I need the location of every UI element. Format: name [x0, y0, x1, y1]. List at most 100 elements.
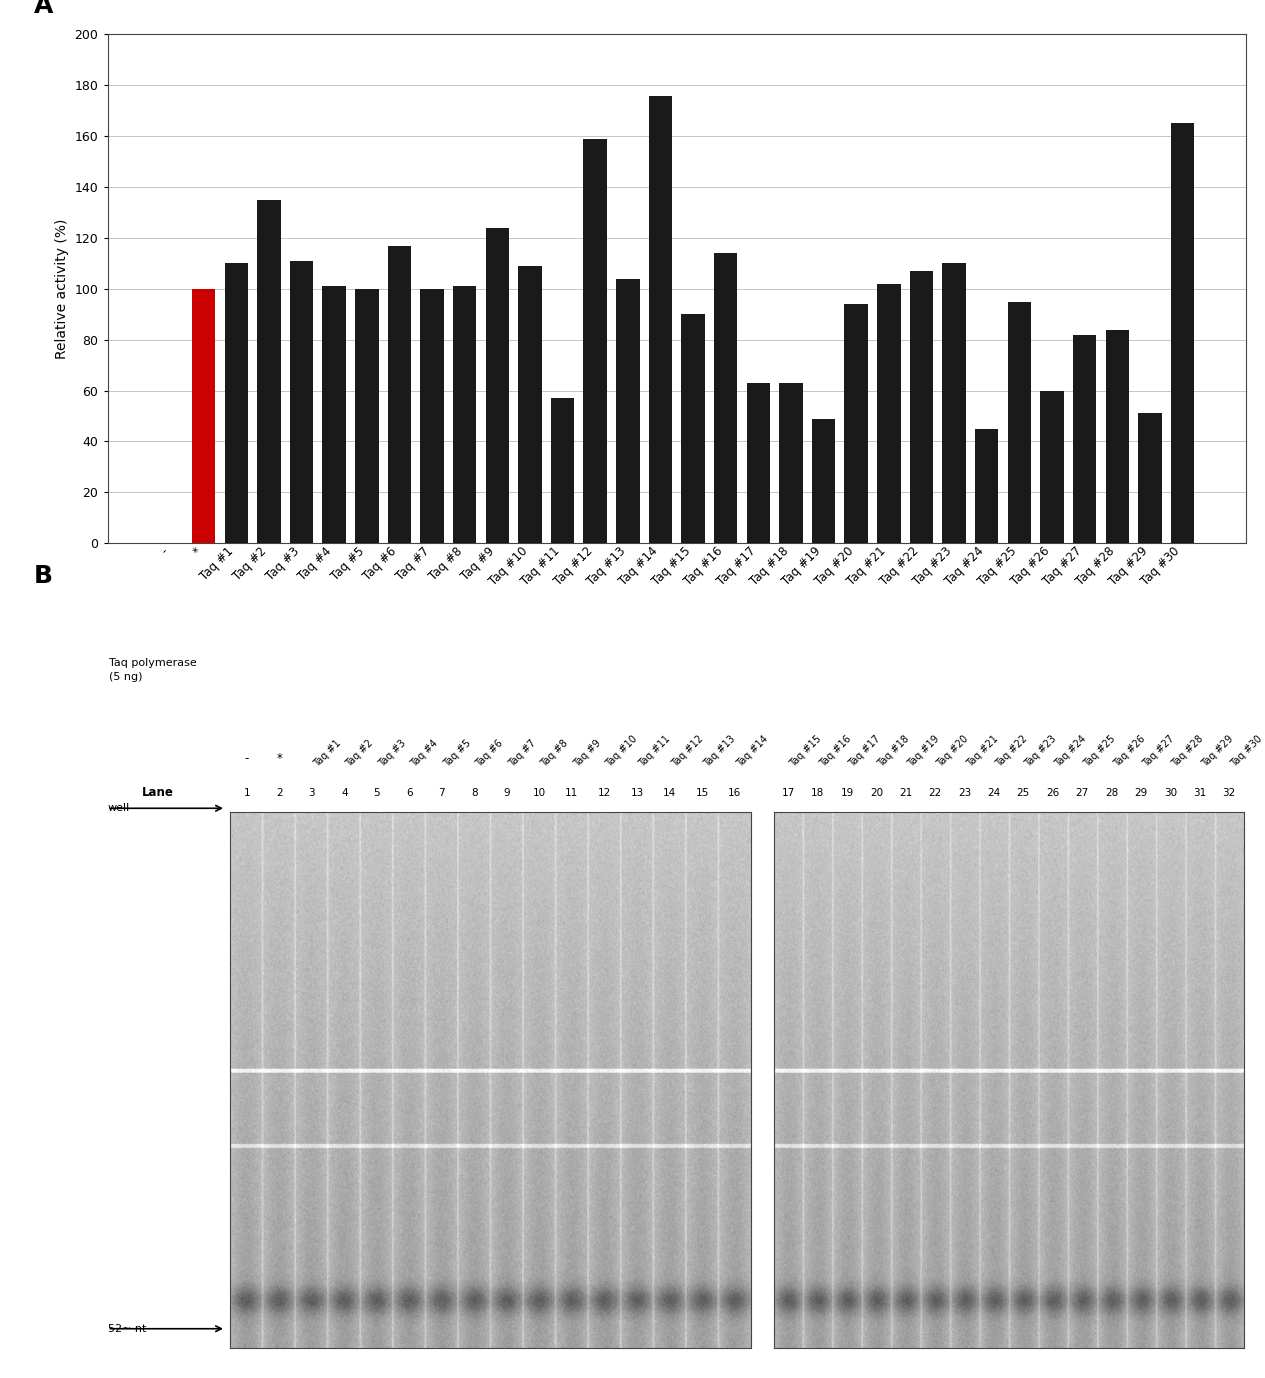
- Text: 30: 30: [1164, 787, 1176, 798]
- Text: 20: 20: [870, 787, 883, 798]
- Text: Taq #2: Taq #2: [344, 737, 376, 769]
- Bar: [649, 95, 672, 543]
- Text: 7: 7: [439, 787, 445, 798]
- Text: Lane: Lane: [142, 785, 173, 799]
- Text: Taq #21: Taq #21: [965, 733, 999, 769]
- Bar: [1171, 124, 1194, 543]
- Text: 22: 22: [929, 787, 942, 798]
- Text: 27: 27: [1075, 787, 1089, 798]
- Bar: [290, 260, 314, 543]
- Text: 4: 4: [342, 787, 348, 798]
- Text: 19: 19: [840, 787, 854, 798]
- Text: Taq #8: Taq #8: [539, 737, 571, 769]
- Y-axis label: Relative activity (%): Relative activity (%): [56, 219, 70, 360]
- Text: Taq #15: Taq #15: [788, 733, 824, 769]
- Text: Taq #3: Taq #3: [377, 737, 407, 769]
- Text: 6: 6: [406, 787, 412, 798]
- Text: 31: 31: [1193, 787, 1207, 798]
- Text: Taq #11: Taq #11: [638, 733, 672, 769]
- Text: 32: 32: [1222, 787, 1236, 798]
- Text: B: B: [34, 564, 53, 588]
- Text: well: well: [108, 803, 130, 813]
- Text: Taq #26: Taq #26: [1112, 733, 1147, 769]
- Text: 26: 26: [1046, 787, 1059, 798]
- Text: Taq #25: Taq #25: [1082, 733, 1117, 769]
- Text: 23: 23: [958, 787, 972, 798]
- Text: Taq #6: Taq #6: [474, 737, 505, 769]
- Text: 15: 15: [696, 787, 708, 798]
- Bar: [1106, 329, 1130, 543]
- Bar: [224, 263, 248, 543]
- Text: Taq #18: Taq #18: [877, 733, 912, 769]
- Text: Taq #7: Taq #7: [507, 737, 538, 769]
- Text: 11: 11: [565, 787, 578, 798]
- Bar: [910, 271, 934, 543]
- Text: 8: 8: [471, 787, 478, 798]
- Bar: [355, 289, 378, 543]
- Text: Taq #22: Taq #22: [994, 733, 1030, 769]
- Text: Taq #1: Taq #1: [311, 737, 343, 769]
- Text: 17: 17: [782, 787, 794, 798]
- Bar: [812, 419, 835, 543]
- Text: 3: 3: [309, 787, 315, 798]
- Text: Taq #24: Taq #24: [1052, 733, 1088, 769]
- Text: Taq #14: Taq #14: [735, 733, 770, 769]
- Text: Taq #9: Taq #9: [572, 737, 603, 769]
- Text: 2: 2: [276, 787, 282, 798]
- Text: 52~ nt: 52~ nt: [108, 1324, 145, 1334]
- Bar: [682, 314, 705, 543]
- Bar: [387, 245, 411, 543]
- Text: 10: 10: [533, 787, 546, 798]
- Text: 9: 9: [503, 787, 510, 798]
- Text: 24: 24: [987, 787, 1001, 798]
- Bar: [1138, 413, 1161, 543]
- Text: Taq #23: Taq #23: [1023, 733, 1059, 769]
- Text: -: -: [244, 752, 249, 765]
- Bar: [257, 200, 281, 543]
- Text: 18: 18: [811, 787, 825, 798]
- Bar: [746, 383, 770, 543]
- Text: 1: 1: [243, 787, 250, 798]
- Text: Taq #10: Taq #10: [605, 733, 640, 769]
- Bar: [323, 287, 345, 543]
- Text: Taq #30: Taq #30: [1230, 733, 1264, 769]
- Bar: [550, 398, 574, 543]
- Text: 5: 5: [373, 787, 379, 798]
- Bar: [583, 139, 607, 543]
- Text: A: A: [34, 0, 53, 18]
- Text: Taq polymerase
(5 ng): Taq polymerase (5 ng): [109, 659, 196, 682]
- Text: 29: 29: [1135, 787, 1147, 798]
- Bar: [1008, 302, 1031, 543]
- Text: 14: 14: [663, 787, 676, 798]
- Text: Taq #20: Taq #20: [935, 733, 970, 769]
- Bar: [420, 289, 444, 543]
- Bar: [486, 227, 509, 543]
- Bar: [519, 266, 541, 543]
- Text: Taq #4: Taq #4: [410, 737, 440, 769]
- Bar: [1073, 335, 1097, 543]
- Text: Taq #12: Taq #12: [669, 733, 705, 769]
- Text: 16: 16: [727, 787, 741, 798]
- Bar: [1040, 390, 1064, 543]
- Text: JIPA: JIPA: [469, 1053, 588, 1108]
- Bar: [845, 305, 868, 543]
- Bar: [877, 284, 901, 543]
- Bar: [616, 278, 640, 543]
- Text: 13: 13: [630, 787, 644, 798]
- Bar: [779, 383, 803, 543]
- Bar: [192, 289, 215, 543]
- Text: 28: 28: [1104, 787, 1118, 798]
- Text: 25: 25: [1017, 787, 1030, 798]
- Text: Taq #17: Taq #17: [848, 733, 883, 769]
- Text: Taq #29: Taq #29: [1199, 733, 1235, 769]
- Text: Taq #19: Taq #19: [906, 733, 941, 769]
- Bar: [713, 254, 737, 543]
- Text: Taq #13: Taq #13: [702, 733, 737, 769]
- Text: Taq #5: Taq #5: [441, 737, 473, 769]
- Text: Taq #27: Taq #27: [1141, 733, 1176, 769]
- Bar: [942, 263, 966, 543]
- Text: 21: 21: [899, 787, 912, 798]
- Text: *: *: [276, 752, 282, 765]
- Text: 12: 12: [598, 787, 611, 798]
- Text: Taq #16: Taq #16: [817, 733, 853, 769]
